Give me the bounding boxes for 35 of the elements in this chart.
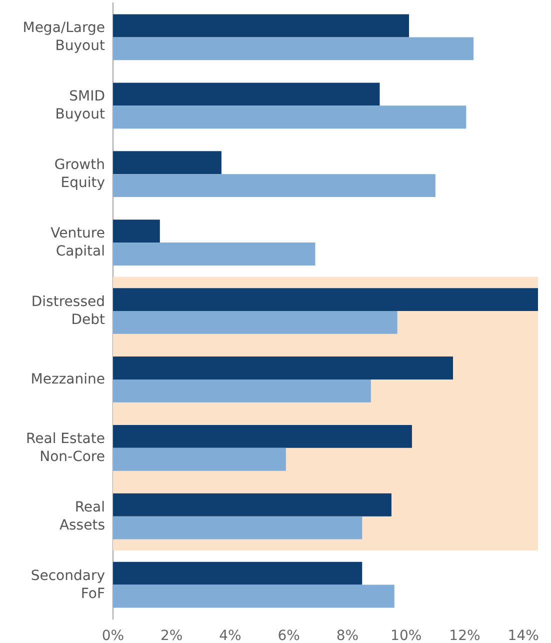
bar (113, 356, 453, 380)
x-tick-label: 0% (102, 628, 124, 643)
x-tick-label: 2% (160, 628, 183, 643)
x-tick-label: 8% (336, 628, 359, 643)
y-tick-label: SMID Buyout (55, 88, 106, 123)
bar (113, 174, 436, 198)
bar (113, 151, 222, 174)
bar (113, 379, 371, 402)
bar (113, 220, 160, 243)
bar (113, 493, 392, 516)
bar (113, 311, 398, 334)
x-tick-label: 6% (278, 628, 300, 643)
y-tick-label: Mezzanine (30, 371, 105, 388)
bar (113, 288, 538, 311)
bar (113, 106, 466, 129)
y-tick-label: Venture Capital (50, 226, 105, 260)
bar (113, 516, 362, 540)
bar (113, 82, 380, 106)
y-tick-label: Mega/Large Buyout (22, 20, 106, 54)
x-tick-label: 12% (449, 628, 480, 643)
bar (113, 424, 412, 448)
y-tick-label: Real Assets (59, 499, 105, 534)
y-tick-label: Distressed Debt (31, 294, 106, 328)
bar (113, 448, 286, 471)
bar (113, 37, 474, 60)
bar (113, 584, 394, 608)
y-tick-label: Secondary FoF (30, 568, 105, 602)
y-tick-label: Growth Equity (54, 157, 105, 192)
x-tick-label: 4% (219, 628, 242, 643)
x-tick-label: 10% (390, 628, 422, 643)
y-tick-label: Real Estate Non-Core (26, 430, 105, 465)
bar (113, 562, 362, 585)
bar (113, 14, 410, 38)
bar (113, 242, 316, 266)
x-tick-label: 14% (508, 628, 539, 643)
